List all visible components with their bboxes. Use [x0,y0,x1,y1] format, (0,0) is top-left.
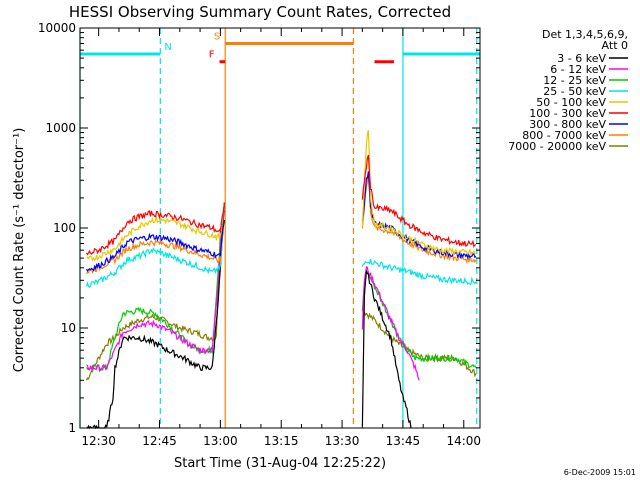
series-line [85,202,225,273]
y-tick-label: 1000 [45,121,76,135]
x-tick-label: 12:30 [81,434,116,448]
series-line [85,202,225,256]
legend-entry-label: 6 - 12 keV [550,63,606,76]
flag-label: S [214,31,220,42]
x-tick-label: 13:15 [264,434,299,448]
legend-entry-label: 25 - 50 keV [543,85,606,98]
x-axis-label: Start Time (31-Aug-04 12:25:22) [174,456,386,471]
series-line [85,202,225,288]
x-tick-label: 13:30 [325,434,360,448]
flag-label: N [164,42,171,53]
legend-entry-label: 300 - 800 keV [529,118,606,131]
series-line [86,220,225,430]
axis-layer: 1 10 100 1000 10000 12:30 12:45 13:00 13:15 13:30… [38,21,481,448]
series-line [361,154,477,248]
plot-frame [79,27,481,429]
y-tick-label: 10000 [38,21,76,35]
legend-entry-label: 100 - 300 keV [529,107,606,120]
x-tick-label: 14:00 [446,434,481,448]
legend-entry-label: 50 - 100 keV [536,96,606,109]
legend-entry-label: 800 - 7000 keV [522,129,606,142]
x-tick-label: 12:45 [142,434,177,448]
legend-entry-label: 12 - 25 keV [543,74,606,87]
chart-title: HESSI Observing Summary Count Rates, Cor… [69,3,451,21]
series-line [361,309,477,378]
legend-header: Att 0 [602,39,628,52]
y-tick-label: 100 [53,221,76,235]
legend-header: Det 1,3,4,5,6,9, [542,28,628,41]
x-tick-label: 13:45 [386,434,421,448]
y-axis-label: Corrected Count Rate (s⁻¹ detector⁻¹) [12,128,27,373]
series-line [86,210,225,373]
series-layer [85,130,477,430]
footer-timestamp: 6-Dec-2009 15:01 [564,468,636,477]
legend-entry-label: 3 - 6 keV [557,52,606,65]
series-line [361,258,477,286]
series-line [361,269,412,429]
legend-entry-label: 7000 - 20000 keV [508,140,606,153]
series-line [361,130,476,257]
series-line [361,265,420,381]
series-line [86,202,225,275]
y-tick-label: 1 [68,421,76,435]
series-line [361,268,477,369]
series-line [361,171,477,260]
flag-label: F [209,50,215,61]
series-line [361,175,477,265]
series-line [85,227,221,381]
x-tick-label: 13:00 [203,434,238,448]
flag-layer: N SF [80,31,480,64]
y-tick-label: 10 [61,321,76,335]
series-line [86,202,225,262]
